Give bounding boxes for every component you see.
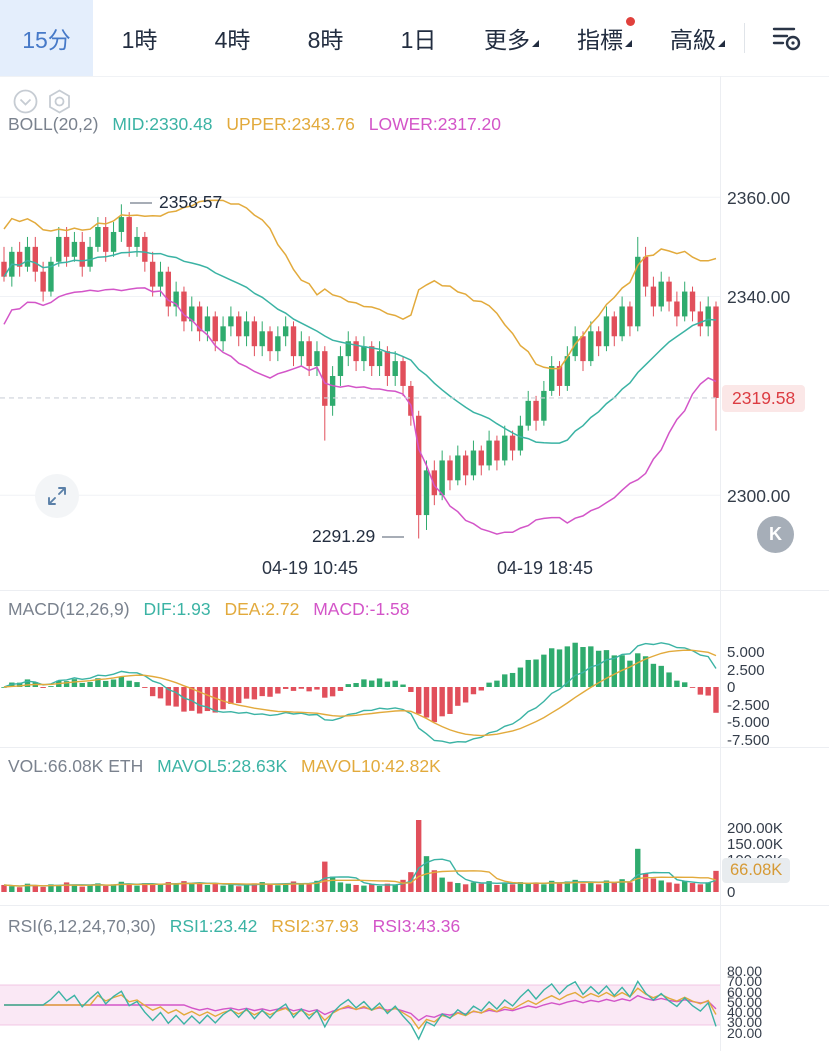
menu-more-label: 更多 xyxy=(484,27,530,53)
rsi-y-label: 30.00 xyxy=(727,1014,763,1031)
rsi-chart-canvas[interactable] xyxy=(0,950,720,1051)
boll-lower: LOWER:2317.20 xyxy=(368,114,502,134)
indicator-config-button[interactable] xyxy=(46,88,73,115)
y-axis-label: 2300.00 xyxy=(727,486,791,506)
macd-dif: DIF:1.93 xyxy=(143,599,211,619)
chevron-down-icon xyxy=(19,98,32,106)
panel-divider xyxy=(0,590,829,591)
macd-y-label: 2.500 xyxy=(727,661,765,679)
panel-divider xyxy=(0,747,829,748)
macd-panel: MACD(12,26,9) DIF:1.93 DEA:2.72 MACD:-1.… xyxy=(0,591,829,749)
rsi-2: RSI2:37.93 xyxy=(271,916,359,936)
x-axis-date: 04-19 18:45 xyxy=(496,558,594,578)
menu-indicators[interactable]: 指標 xyxy=(558,0,651,76)
rsi-y-label: 40.00 xyxy=(727,1004,763,1021)
boll-mid: MID:2330.48 xyxy=(112,114,213,134)
toolbar-divider xyxy=(744,23,745,53)
vol-y-label: 150.00K xyxy=(727,836,783,853)
macd-y-label: -7.500 xyxy=(727,731,770,749)
watermark-logo: K xyxy=(757,516,794,553)
tab-15min[interactable]: 15分 xyxy=(0,0,93,76)
current-volume-badge: 66.08K xyxy=(722,858,791,883)
last-price-badge: 2319.58 xyxy=(722,385,806,412)
boll-indicator-label: BOLL(20,2) MID:2330.48 UPPER:2343.76 LOW… xyxy=(8,114,510,135)
vol-indicator-label: VOL:66.08K ETH MAVOL5:28.63K MAVOL10:42.… xyxy=(8,756,450,777)
vol-mavol10: MAVOL10:42.82K xyxy=(301,756,441,776)
rsi-3: RSI3:43.36 xyxy=(372,916,461,936)
rsi-name: RSI(6,12,24,70,30) xyxy=(8,916,156,936)
vol-y-label: 200.00K xyxy=(727,820,783,837)
tab-1d[interactable]: 1日 xyxy=(400,27,437,53)
timeframe-toolbar: 15分 1時 4時 8時 1日 更多 指標 高級 xyxy=(0,0,829,77)
menu-advanced-label: 高級 xyxy=(670,27,716,53)
rsi-y-label: 80.00 xyxy=(727,963,763,979)
panel-divider xyxy=(0,905,829,906)
rsi-panel: RSI(6,12,24,70,30) RSI1:23.42 RSI2:37.93… xyxy=(0,906,829,1051)
volume-chart-canvas[interactable] xyxy=(0,788,720,898)
menu-advanced[interactable]: 高級 xyxy=(651,0,744,76)
annotation-dash xyxy=(382,535,405,538)
vol-y-label: 0 xyxy=(727,884,736,901)
macd-y-label: 0 xyxy=(727,679,736,696)
menu-more[interactable]: 更多 xyxy=(465,0,558,76)
macd-y-label: -5.000 xyxy=(727,714,770,731)
caret-down-icon xyxy=(718,39,725,47)
tab-1h[interactable]: 1時 xyxy=(121,27,158,53)
high-price-annotation: 2358.57 xyxy=(130,192,222,213)
menu-indicators-label: 指標 xyxy=(577,27,623,53)
macd-y-label: -2.500 xyxy=(727,696,770,714)
price-chart-canvas[interactable] xyxy=(0,76,720,556)
rsi-indicator-label: RSI(6,12,24,70,30) RSI1:23.42 RSI2:37.93… xyxy=(8,916,469,937)
high-price-value: 2358.57 xyxy=(159,192,223,212)
collapse-chart-button[interactable] xyxy=(12,88,39,115)
boll-name: BOLL(20,2) xyxy=(8,114,99,134)
tab-8h[interactable]: 8時 xyxy=(307,27,344,53)
macd-chart-canvas[interactable] xyxy=(0,629,720,745)
macd-y-label: 5.000 xyxy=(727,644,765,661)
rsi-1: RSI1:23.42 xyxy=(169,916,258,936)
vol-mavol5: MAVOL5:28.63K xyxy=(157,756,288,776)
macd-dea: DEA:2.72 xyxy=(224,599,300,619)
low-price-value: 2291.29 xyxy=(312,526,376,546)
macd-y-axis: 5.000 2.500 0 -2.500 -5.000 -7.500 xyxy=(727,644,770,749)
rsi-y-label: 70.00 xyxy=(727,973,763,990)
axis-divider xyxy=(720,76,721,1051)
volume-panel: VOL:66.08K ETH MAVOL5:28.63K MAVOL10:42.… xyxy=(0,748,829,905)
macd-indicator-label: MACD(12,26,9) DIF:1.93 DEA:2.72 MACD:-1.… xyxy=(8,599,419,620)
macd-value: MACD:-1.58 xyxy=(313,599,410,619)
chart-settings-icon xyxy=(772,27,801,51)
rsi-y-label: 50.00 xyxy=(727,993,763,1010)
boll-upper: UPPER:2343.76 xyxy=(226,114,355,134)
hexagon-gear-icon xyxy=(49,89,70,114)
y-axis-label: 2340.00 xyxy=(727,287,791,307)
y-axis-label: 2360.00 xyxy=(727,188,791,208)
x-axis-date: 04-19 10:45 xyxy=(261,558,359,578)
caret-down-icon xyxy=(625,39,632,47)
caret-down-icon xyxy=(532,39,539,47)
low-price-annotation: 2291.29 xyxy=(312,526,405,547)
expand-arrows-icon xyxy=(48,487,66,505)
rsi-y-axis: 80.00 70.00 60.00 50.00 40.00 30.00 20.0… xyxy=(727,963,763,1041)
notification-dot xyxy=(626,17,635,26)
macd-name: MACD(12,26,9) xyxy=(8,599,130,619)
chart-settings-button[interactable] xyxy=(745,0,829,76)
fullscreen-button[interactable] xyxy=(35,474,79,518)
tab-4h[interactable]: 4時 xyxy=(214,27,251,53)
annotation-dash xyxy=(130,201,152,204)
rsi-y-label: 20.00 xyxy=(727,1024,763,1041)
vol-name: VOL:66.08K ETH xyxy=(8,756,144,776)
price-chart-panel: BOLL(20,2) MID:2330.48 UPPER:2343.76 LOW… xyxy=(0,76,829,556)
rsi-y-label: 60.00 xyxy=(727,983,763,1000)
